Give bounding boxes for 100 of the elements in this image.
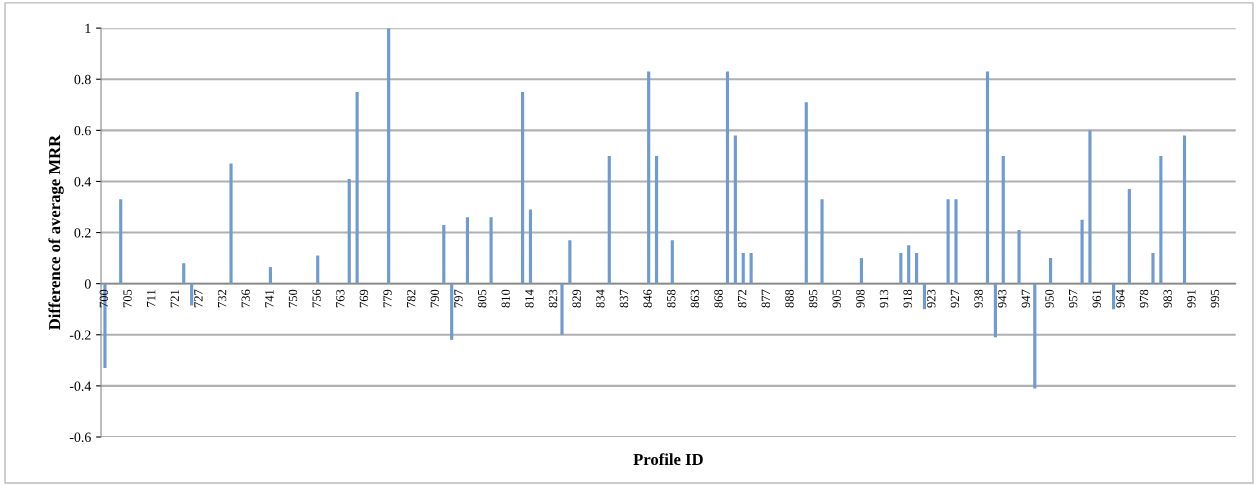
bar [741, 253, 745, 284]
x-tick-label: 927 [950, 289, 960, 308]
x-tick-label: 957 [1068, 289, 1078, 308]
bar [568, 240, 572, 284]
x-tick-label: 756 [312, 289, 321, 308]
bar [229, 163, 233, 284]
x-tick-label: 983 [1163, 289, 1172, 308]
bar [1182, 135, 1187, 284]
bar [725, 71, 730, 284]
x-tick-label: 823 [548, 289, 558, 308]
bar [1080, 219, 1084, 284]
x-tick-label: 829 [572, 289, 581, 308]
bar [1017, 230, 1021, 284]
x-tick-label: 790 [430, 289, 440, 308]
y-tick-label: 0.2 [74, 228, 91, 238]
bar [1112, 283, 1116, 310]
x-tick-label: 877 [761, 289, 770, 308]
bar [907, 245, 911, 284]
x-tick-label: 834 [596, 289, 605, 308]
bar [1001, 155, 1005, 284]
x-tick-label: 863 [690, 289, 700, 308]
bar [804, 102, 808, 284]
bar [355, 92, 359, 284]
x-tick-label: 736 [241, 289, 250, 308]
x-tick-label: 750 [288, 289, 298, 308]
bar [1151, 253, 1155, 284]
x-tick-label: 991 [1187, 289, 1196, 308]
bar [316, 255, 320, 284]
y-tick-label: -0.6 [69, 432, 91, 442]
bar [654, 155, 659, 284]
bar [1127, 189, 1131, 284]
bar [347, 178, 351, 284]
bar [946, 199, 950, 284]
x-tick-label: 950 [1045, 289, 1054, 308]
bar [859, 258, 864, 284]
bar [268, 267, 273, 284]
y-tick-label: 0.8 [74, 74, 91, 85]
bar [647, 71, 651, 284]
bar [442, 224, 446, 284]
y-tick-label: 1 [85, 23, 91, 33]
x-tick-label: 978 [1139, 289, 1149, 308]
bar [450, 283, 454, 340]
x-tick-label: 947 [1021, 289, 1031, 308]
x-tick-label: 943 [998, 289, 1007, 308]
bar [528, 209, 533, 284]
x-tick-label: 763 [336, 289, 345, 308]
x-tick-label: 918 [903, 289, 912, 308]
y-axis-title: Difference of average MRR [48, 134, 64, 330]
x-tick-label: 923 [927, 289, 936, 308]
bar [560, 283, 564, 335]
x-tick-label: 727 [194, 289, 203, 308]
bar [899, 253, 903, 284]
x-tick-label: 995 [1210, 289, 1220, 308]
bar [465, 217, 470, 284]
x-tick-label: 782 [406, 289, 416, 308]
x-tick-label: 705 [123, 289, 132, 308]
x-tick-label: 711 [146, 289, 156, 307]
x-tick-label: 810 [501, 289, 510, 308]
x-tick-label: 868 [714, 289, 723, 308]
bar [119, 199, 123, 284]
y-tick-label: 0 [84, 279, 91, 289]
y-tick-label: -0.4 [69, 381, 92, 391]
x-tick-label: 938 [974, 289, 983, 308]
bar [993, 283, 997, 338]
y-tick-label: 0.4 [74, 177, 92, 187]
bar [1088, 130, 1092, 284]
x-tick-label: 797 [454, 289, 463, 308]
bar [749, 253, 753, 284]
bar [922, 283, 927, 310]
x-axis-title: Profile ID [633, 453, 703, 466]
bar [190, 283, 194, 306]
x-tick-label: 732 [217, 289, 227, 308]
bar [733, 135, 737, 284]
bar [489, 217, 493, 284]
x-tick-label: 700 [99, 289, 109, 308]
x-tick-label: 769 [359, 289, 369, 308]
y-tick-label: -0.2 [69, 330, 91, 340]
bar [1048, 258, 1053, 284]
x-tick-label: 814 [525, 289, 534, 308]
bar [985, 71, 990, 284]
x-tick-label: 913 [879, 289, 889, 308]
bar [1159, 155, 1163, 284]
x-tick-label: 895 [808, 289, 818, 308]
x-tick-label: 805 [477, 289, 487, 308]
bar [820, 199, 824, 284]
bar [1033, 283, 1037, 389]
x-tick-label: 837 [619, 289, 629, 308]
x-tick-label: 779 [383, 289, 392, 308]
bar [954, 199, 958, 284]
x-tick-label: 908 [856, 289, 865, 308]
x-tick-label: 721 [170, 289, 179, 308]
bar [182, 263, 186, 284]
x-tick-label: 905 [832, 289, 841, 308]
bar [387, 28, 391, 284]
x-tick-label: 741 [265, 289, 274, 308]
x-tick-label: 964 [1116, 289, 1125, 308]
x-tick-label: 961 [1092, 289, 1101, 308]
x-tick-label: 846 [643, 289, 652, 308]
x-tick-label: 888 [785, 289, 794, 308]
bar [915, 253, 919, 284]
